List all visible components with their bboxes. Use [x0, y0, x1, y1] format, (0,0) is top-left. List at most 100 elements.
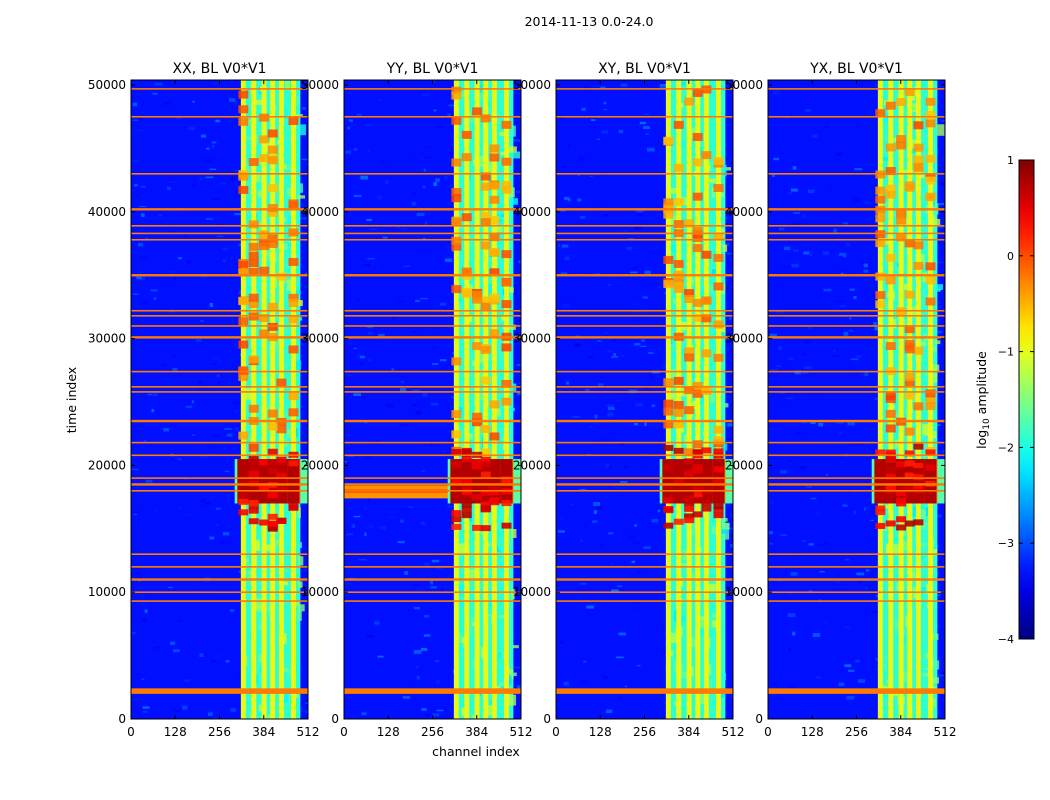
y-tick-label: 20000	[88, 458, 126, 472]
colorbar-gradient	[1018, 159, 1035, 640]
rfi-row	[344, 441, 521, 444]
y-tick-label: 20000	[513, 458, 551, 472]
y-tick-label: 20000	[725, 458, 763, 472]
heatmap-image	[556, 80, 733, 719]
y-tick-label: 0	[543, 712, 551, 726]
rfi-row	[768, 441, 945, 444]
rfi-row	[556, 325, 733, 327]
y-axis-label: time index	[64, 367, 79, 433]
rfi-row	[344, 391, 521, 393]
rfi-row	[131, 688, 308, 692]
x-tick-label: 128	[377, 725, 400, 739]
rfi-row	[768, 115, 945, 118]
panel-3: XY, BL V0*V1 0 128 256 384 512 0 10000 20000 3000…	[513, 61, 745, 739]
rfi-row	[131, 309, 308, 312]
rfi-row	[131, 591, 308, 594]
rfi-row	[344, 309, 521, 312]
x-tick-label: 256	[845, 725, 868, 739]
rfi-row	[556, 391, 733, 393]
rfi-row	[768, 336, 945, 339]
y-tick-label: 40000	[301, 205, 339, 219]
x-tick-label: 512	[722, 725, 745, 739]
rfi-row	[768, 483, 945, 486]
rfi-row	[344, 115, 521, 118]
rfi-row	[344, 88, 521, 90]
rfi-row	[768, 578, 945, 581]
rfi-row	[556, 566, 733, 568]
panel-1: XX, BL V0*V1 0 128 256 384 512 0 10000 20000 3000…	[88, 61, 320, 739]
x-tick-label: 384	[889, 725, 912, 739]
rfi-row	[344, 274, 521, 277]
rfi-row	[131, 370, 308, 373]
rfi-row	[344, 232, 521, 235]
rfi-row	[344, 483, 521, 486]
rfi-row	[768, 315, 945, 317]
y-tick-label: 30000	[88, 332, 126, 346]
x-tick-label: 128	[164, 725, 187, 739]
y-tick-label: 10000	[301, 585, 339, 599]
hot-rfi-channel	[287, 459, 300, 504]
colorbar-tick-label: −4	[998, 633, 1014, 646]
y-tick-label: 30000	[301, 332, 339, 346]
x-tick-label: 384	[252, 725, 275, 739]
x-tick-label: 384	[677, 725, 700, 739]
rfi-row	[768, 232, 945, 235]
rfi-row	[556, 232, 733, 235]
rfi-row	[556, 336, 733, 339]
rfi-row	[344, 578, 521, 581]
y-tick-label: 0	[331, 712, 339, 726]
rfi-row	[768, 173, 945, 175]
rfi-row	[131, 477, 308, 479]
rfi-row	[344, 336, 521, 339]
rfi-row	[556, 208, 733, 211]
rfi-row	[556, 419, 733, 423]
rfi-row	[344, 489, 521, 492]
x-tick-label: 512	[510, 725, 533, 739]
rfi-row	[768, 566, 945, 568]
rfi-row	[344, 315, 521, 317]
rfi-row	[768, 88, 945, 90]
rfi-row	[556, 578, 733, 581]
y-tick-label: 40000	[725, 205, 763, 219]
rfi-row	[131, 238, 308, 241]
y-tick-label: 40000	[88, 205, 126, 219]
panel-2: YY, BL V0*V1 0 128 256 384 512 0 10000 20000 3000…	[301, 61, 533, 739]
rfi-row	[131, 391, 308, 393]
panel-title: YY, BL V0*V1	[386, 61, 479, 77]
figure-title: 2014-11-13 0.0-24.0	[525, 14, 654, 29]
colorbar-label: log10 amplitude	[974, 351, 992, 449]
x-tick-label: 0	[552, 725, 560, 739]
rfi-row	[344, 454, 521, 457]
rfi-row	[556, 688, 733, 692]
panel-title: YX, BL V0*V1	[809, 61, 903, 77]
rfi-row	[556, 274, 733, 277]
rfi-row	[768, 489, 945, 492]
rfi-row	[344, 566, 521, 568]
rfi-row	[131, 419, 308, 423]
rfi-row	[131, 566, 308, 568]
hot-rfi-channel	[275, 459, 288, 504]
rfi-row	[131, 274, 308, 277]
rfi-row	[131, 690, 308, 694]
rfi-row	[131, 441, 308, 444]
rfi-row	[344, 419, 521, 423]
x-tick-label: 256	[421, 725, 444, 739]
rfi-row	[768, 454, 945, 457]
rfi-row	[131, 232, 308, 235]
rfi-row	[131, 489, 308, 492]
rfi-row	[556, 225, 733, 227]
rfi-row	[556, 386, 733, 388]
rfi-row	[768, 370, 945, 373]
rfi-row	[768, 391, 945, 393]
rfi-row	[344, 238, 521, 241]
rfi-row	[131, 454, 308, 457]
rfi-row	[556, 88, 733, 90]
x-tick-label: 0	[340, 725, 348, 739]
panel-title: XX, BL V0*V1	[173, 61, 267, 77]
rfi-row	[131, 325, 308, 327]
rfi-row	[344, 553, 521, 555]
colorbar-tick-label: −2	[998, 441, 1014, 454]
y-tick-label: 0	[755, 712, 763, 726]
rfi-row	[768, 690, 945, 694]
rfi-row	[556, 477, 733, 479]
